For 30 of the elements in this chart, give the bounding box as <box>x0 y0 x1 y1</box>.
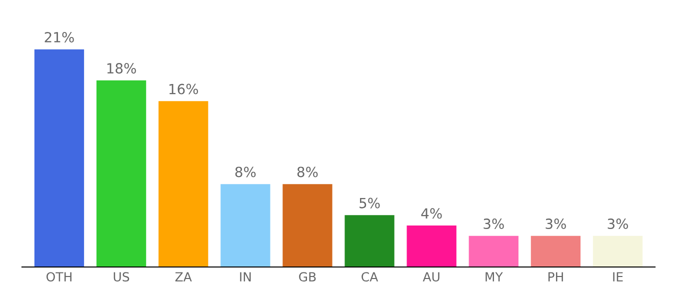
data-label: 18% <box>107 63 136 74</box>
data-label: 5% <box>360 198 380 208</box>
bar <box>468 236 518 267</box>
data-label: 21% <box>44 32 74 42</box>
x-tick-label: PH <box>548 272 563 282</box>
x-tick-label: MY <box>486 272 503 282</box>
x-tick-label: GB <box>299 272 316 282</box>
data-label: 16% <box>169 84 198 94</box>
bar <box>34 49 84 267</box>
bar <box>344 215 394 267</box>
x-tick-label: US <box>114 272 130 282</box>
x-tick-label: IE <box>613 272 623 282</box>
bar <box>406 226 456 267</box>
data-label: 4% <box>421 208 442 219</box>
x-tick-label: CA <box>362 272 378 282</box>
bar <box>158 101 208 267</box>
bar <box>220 184 270 267</box>
x-tick-label: OTH <box>46 272 72 282</box>
bar <box>530 236 581 267</box>
data-label: 3% <box>608 218 628 230</box>
x-tick-label: AU <box>422 272 440 282</box>
data-label: 3% <box>484 218 504 230</box>
bar <box>282 184 332 267</box>
data-label: 3% <box>546 218 566 230</box>
data-label: 8% <box>235 166 256 178</box>
bar <box>96 80 146 267</box>
x-tick-label: ZA <box>175 272 192 282</box>
data-label: 8% <box>297 166 318 178</box>
bar <box>592 236 643 267</box>
x-tick-label: IN <box>240 272 251 282</box>
